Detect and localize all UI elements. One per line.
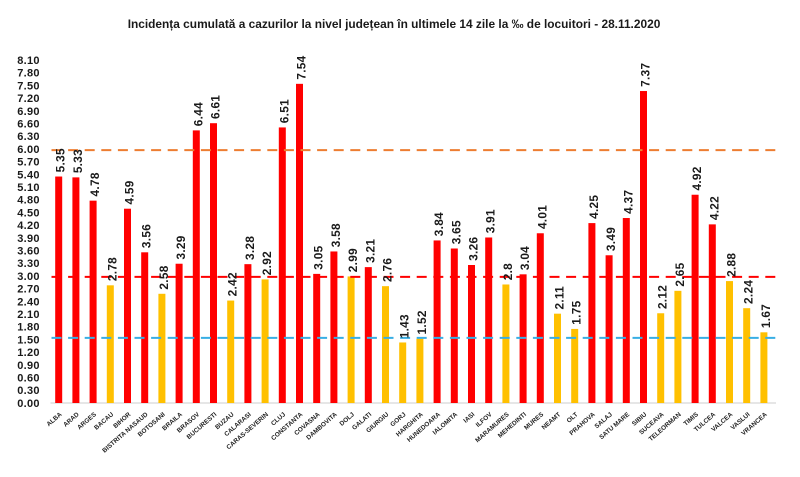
svg-text:3.49: 3.49 <box>604 227 618 251</box>
svg-text:2.70: 2.70 <box>17 284 40 296</box>
svg-text:5.70: 5.70 <box>17 157 40 169</box>
svg-text:2.10: 2.10 <box>17 309 40 321</box>
svg-text:0.30: 0.30 <box>17 385 40 397</box>
svg-text:3.60: 3.60 <box>17 246 40 258</box>
svg-text:0.60: 0.60 <box>17 373 40 385</box>
svg-text:2.92: 2.92 <box>260 251 274 275</box>
svg-text:2.65: 2.65 <box>673 262 687 286</box>
svg-text:2.76: 2.76 <box>381 258 395 282</box>
svg-text:1.50: 1.50 <box>17 334 40 346</box>
svg-text:3.58: 3.58 <box>329 223 343 247</box>
svg-text:3.04: 3.04 <box>518 246 532 270</box>
svg-text:5.33: 5.33 <box>71 149 85 173</box>
svg-text:7.20: 7.20 <box>17 93 40 105</box>
svg-text:4.80: 4.80 <box>17 195 40 207</box>
svg-text:8.10: 8.10 <box>17 55 40 67</box>
svg-text:2.12: 2.12 <box>656 285 670 309</box>
svg-text:7.50: 7.50 <box>17 80 40 92</box>
svg-text:2.42: 2.42 <box>226 272 240 296</box>
svg-text:Incidența cumulată a cazurilor: Incidența cumulată a cazurilor la nivel … <box>128 17 661 31</box>
svg-text:6.44: 6.44 <box>191 102 205 126</box>
svg-text:7.54: 7.54 <box>295 55 309 79</box>
svg-text:4.78: 4.78 <box>88 172 102 196</box>
svg-text:4.37: 4.37 <box>621 190 635 214</box>
svg-text:2.78: 2.78 <box>105 257 119 281</box>
svg-text:4.20: 4.20 <box>17 220 40 232</box>
svg-text:5.35: 5.35 <box>54 148 68 172</box>
svg-text:3.05: 3.05 <box>312 245 326 269</box>
svg-text:3.21: 3.21 <box>363 239 377 263</box>
svg-text:1.67: 1.67 <box>759 304 773 328</box>
svg-text:2.8: 2.8 <box>501 263 515 280</box>
svg-text:3.30: 3.30 <box>17 258 40 270</box>
svg-text:1.75: 1.75 <box>570 300 584 324</box>
svg-text:6.90: 6.90 <box>17 106 40 118</box>
svg-text:1.52: 1.52 <box>415 310 429 334</box>
svg-text:0.00: 0.00 <box>17 398 40 410</box>
svg-text:6.60: 6.60 <box>17 119 40 131</box>
svg-text:2.88: 2.88 <box>725 253 739 277</box>
svg-text:3.65: 3.65 <box>449 220 463 244</box>
svg-text:2.11: 2.11 <box>553 286 567 310</box>
svg-text:3.26: 3.26 <box>467 237 481 261</box>
svg-text:3.56: 3.56 <box>140 224 154 248</box>
svg-text:3.00: 3.00 <box>17 271 40 283</box>
svg-text:5.40: 5.40 <box>17 169 40 181</box>
svg-text:4.59: 4.59 <box>123 180 137 204</box>
svg-text:4.50: 4.50 <box>17 207 40 219</box>
svg-text:6.61: 6.61 <box>209 95 223 119</box>
svg-text:4.92: 4.92 <box>690 166 704 190</box>
svg-text:4.22: 4.22 <box>707 196 721 220</box>
svg-text:3.28: 3.28 <box>243 236 257 260</box>
svg-text:1.80: 1.80 <box>17 322 40 334</box>
svg-text:2.99: 2.99 <box>346 248 360 272</box>
svg-text:6.30: 6.30 <box>17 131 40 143</box>
svg-text:0.90: 0.90 <box>17 360 40 372</box>
svg-text:6.00: 6.00 <box>17 144 40 156</box>
svg-text:1.43: 1.43 <box>398 314 412 338</box>
svg-text:3.84: 3.84 <box>432 212 446 236</box>
svg-text:3.90: 3.90 <box>17 233 40 245</box>
svg-text:6.51: 6.51 <box>277 99 291 123</box>
svg-text:7.37: 7.37 <box>639 63 653 87</box>
svg-text:5.10: 5.10 <box>17 182 40 194</box>
svg-text:4.01: 4.01 <box>535 205 549 229</box>
svg-text:1.20: 1.20 <box>17 347 40 359</box>
svg-text:2.40: 2.40 <box>17 296 40 308</box>
svg-text:3.29: 3.29 <box>174 235 188 259</box>
svg-text:7.80: 7.80 <box>17 68 40 80</box>
svg-text:4.25: 4.25 <box>587 195 601 219</box>
svg-text:2.58: 2.58 <box>157 265 171 289</box>
svg-text:2.24: 2.24 <box>742 280 756 304</box>
svg-text:3.91: 3.91 <box>484 209 498 233</box>
